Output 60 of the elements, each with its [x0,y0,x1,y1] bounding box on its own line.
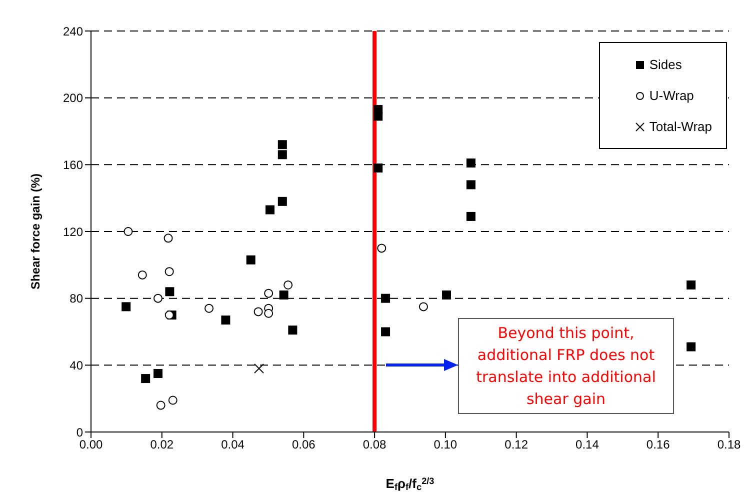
point [288,326,298,335]
point [254,307,263,316]
y-tick-label: 40 [70,358,84,372]
point [374,112,383,121]
point [204,304,214,313]
point [168,396,178,405]
point [279,290,288,300]
x-tick-label: 0.02 [150,438,174,452]
point [265,205,274,214]
point [164,310,174,320]
point [278,150,287,160]
x-tick-label: 0.10 [434,438,458,452]
point [264,288,274,298]
point [122,302,131,312]
point [124,227,133,236]
x-tick-label: 0.16 [646,438,670,452]
legend-label: U-Wrap [649,88,694,103]
x-tick-label: 0.00 [79,438,103,452]
point [278,196,287,206]
point [374,164,383,173]
x-tick-label: 0.18 [717,438,741,452]
point [264,308,274,318]
point [254,364,264,374]
point [138,270,147,280]
point [246,255,256,264]
legend-label: Sides [649,57,682,72]
point [686,280,696,290]
point [164,234,173,243]
point [418,302,428,312]
x-tick-label: 0.14 [576,438,600,452]
annotation: Beyond this point, additional FRP does not translate into additional shear gain [475,323,657,410]
point [686,342,696,352]
point [381,327,390,336]
point [153,369,162,378]
point [156,400,166,410]
point [278,140,287,150]
point [141,374,150,384]
y-tick-label: 240 [62,24,84,38]
point [466,212,476,221]
point [153,294,162,303]
y-tick-label: 120 [62,224,84,239]
y-tick-label: 160 [62,158,84,172]
point [165,287,174,296]
x-tick-label: 0.08 [362,438,387,452]
point [442,290,452,300]
point [466,158,476,168]
point [466,180,476,190]
y-tick-label: 80 [70,292,84,306]
x-tick-label: 0.12 [504,438,528,452]
point [381,294,390,303]
point [377,244,386,253]
point [164,267,174,276]
x-tick-label: 0.04 [221,438,245,452]
y-tick-label: 200 [62,91,84,106]
x-tick-label: 0.06 [292,438,316,452]
legend-label: Total-Wrap [649,119,712,134]
point [221,316,230,325]
point [284,280,293,290]
y-axis-title: Shear force gain (%) [28,173,42,290]
y-tick-label: 0 [76,425,84,440]
